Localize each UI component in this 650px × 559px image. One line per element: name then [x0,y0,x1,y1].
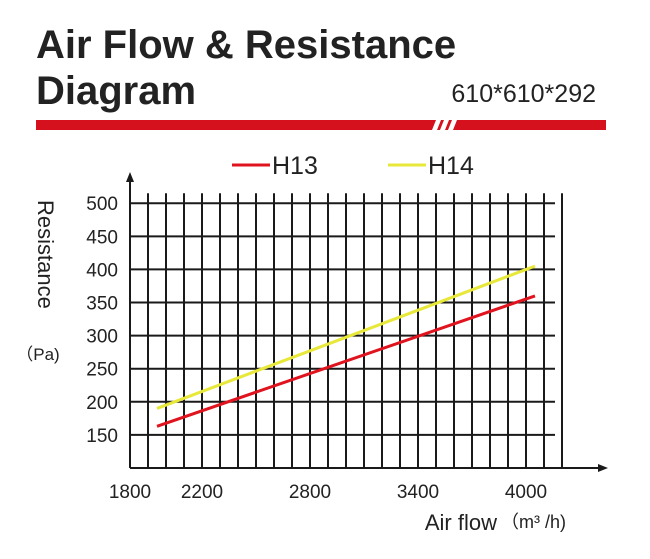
y-tick-label-500: 500 [86,194,118,215]
banner-slash-3 [448,120,457,130]
legend-label-h13: H13 [272,152,318,180]
x-axis-title: Air flow [425,510,497,535]
filter-size-label: 610*610*292 [451,80,596,108]
banner-slash-2 [440,120,449,130]
chart-title-block: Air Flow & Resistance Diagram [36,22,516,114]
y-tick-label-150: 150 [86,426,118,447]
y-tick-label-400: 400 [86,260,118,281]
legend-label-h14: H14 [428,152,474,180]
red-banner-divider [36,120,606,130]
x-tick-label-1800: 1800 [109,482,151,503]
chart-area: 150 200 250 300 350 400 450 500 1800 2200 2800 3400… [0,140,650,554]
x-tick-label-3400: 3400 [397,482,439,503]
tick-labels: 150 200 250 300 350 400 450 500 1800 2200 2800 3400… [86,194,547,503]
axes [126,172,608,472]
y-tick-label-450: 450 [86,227,118,248]
grid-lines [130,193,563,468]
y-axis-arrow [126,172,134,182]
banner-bar [36,120,606,130]
banner-slash-1 [432,120,441,130]
x-axis-unit: （m³ /h) [501,512,566,532]
data-series [156,264,536,428]
y-tick-label-300: 300 [86,327,118,348]
axis-labels: Resistance （Pa) Air flow （m³ /h) [16,200,566,535]
y-tick-label-200: 200 [86,393,118,414]
y-tick-label-350: 350 [86,294,118,315]
y-axis-unit: （Pa) [16,345,59,364]
legend: H13 H14 [232,152,474,180]
x-tick-label-4000: 4000 [505,482,547,503]
y-axis-title: Resistance [33,200,58,309]
chart-title-line-1: Air Flow & Resistance [36,23,457,67]
y-tick-label-250: 250 [86,360,118,381]
chart-title-line-2: Diagram [36,69,197,113]
series-line-h14 [156,264,536,410]
series-line-h13 [156,294,536,428]
x-tick-label-2800: 2800 [289,482,331,503]
x-axis-arrow [598,464,608,472]
x-tick-label-2200: 2200 [181,482,223,503]
line-chart: 150 200 250 300 350 400 450 500 1800 2200 2800 3400… [16,152,608,535]
